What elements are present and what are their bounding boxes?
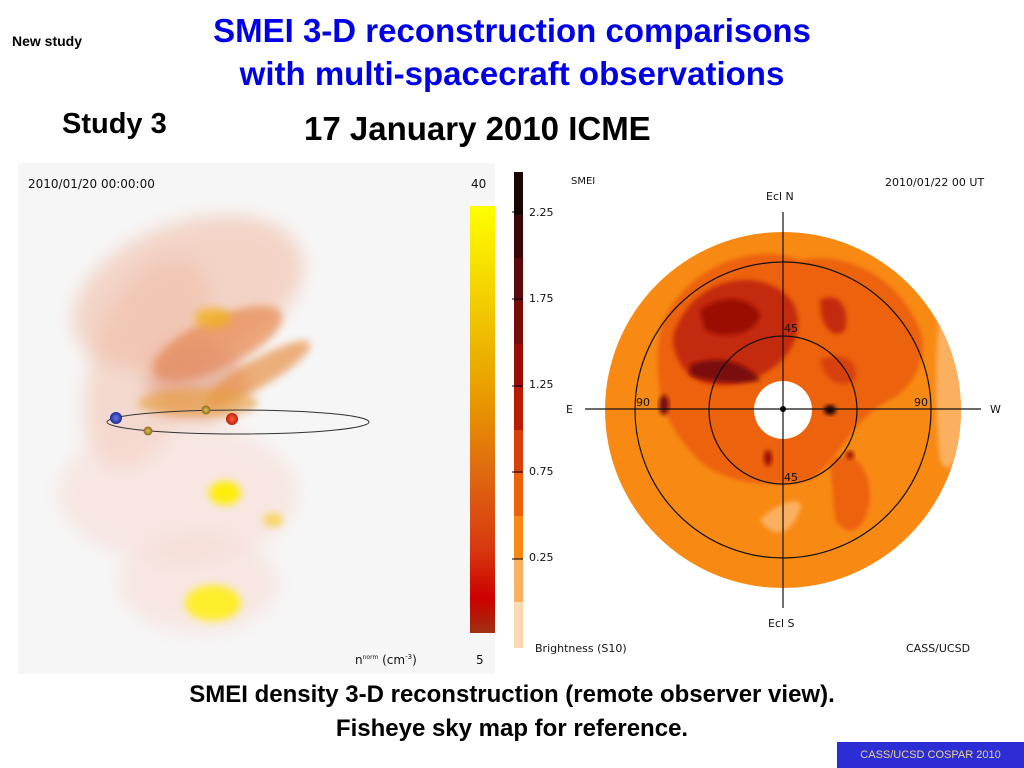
density-cloud: [58, 215, 311, 633]
east-label: E: [566, 403, 573, 416]
orbit-ellipse: [106, 409, 370, 435]
earth-marker: [110, 412, 122, 424]
footer-badge: CASS/UCSD COSPAR 2010: [837, 742, 1024, 768]
ring-label-90-right: 90: [914, 396, 928, 409]
density-unit-exponent: -3: [405, 653, 413, 661]
density-unit-close: ): [412, 653, 417, 667]
sun-center-dot: [780, 406, 786, 412]
colorbar-unit-label: nnorm (cm-3): [355, 653, 417, 667]
ecliptic-north-label: Ecl N: [766, 190, 794, 203]
tick-2-25: 2.25: [529, 206, 554, 219]
tick-1-25: 1.25: [529, 378, 554, 391]
ring-label-45-bottom: 45: [784, 471, 798, 484]
reconstruction-image: 2010/01/20 00:00:00 40 5 nnorm (cm-3): [18, 163, 495, 674]
skymap-canvas: [512, 172, 981, 648]
fisheye-skymap: 2.25 1.75 1.25 0.75 0.25 SMEI 2010/01/22…: [510, 160, 1020, 670]
brightness-colorbar: [512, 172, 523, 648]
density-unit: (cm: [382, 653, 406, 667]
density-colorbar: [470, 206, 495, 633]
planet-marker: [201, 405, 211, 415]
density-symbol: n: [355, 653, 363, 667]
tick-0-75: 0.75: [529, 465, 554, 478]
reconstruction-timestamp: 2010/01/20 00:00:00: [28, 177, 155, 191]
skymap-timestamp: 2010/01/22 00 UT: [885, 176, 985, 189]
ring-label-45-top: 45: [784, 322, 798, 335]
reconstruction-canvas: [58, 206, 495, 633]
colorbar-max-label: 40: [471, 177, 487, 191]
study-label: Study 3: [62, 108, 167, 140]
ring-label-90-left: 90: [636, 396, 650, 409]
event-label: 17 January 2010 ICME: [304, 110, 651, 147]
density-superscript: norm: [362, 654, 379, 661]
brightness-label: Brightness (S10): [535, 642, 627, 655]
ecliptic-south-label: Ecl S: [768, 617, 795, 630]
colorbar-min-label: 5: [476, 653, 484, 667]
west-label: W: [990, 403, 1001, 416]
slide-title-line1: SMEI 3-D reconstruction comparisons: [213, 12, 811, 49]
tick-0-25: 0.25: [529, 551, 554, 564]
stereo-a-marker: [226, 413, 238, 425]
caption-line1: SMEI density 3-D reconstruction (remote …: [189, 681, 835, 708]
slide-title-line2: with multi-spacecraft observations: [239, 55, 785, 92]
new-study-label: New study: [12, 33, 83, 49]
instrument-label: SMEI: [571, 176, 596, 187]
tick-1-75: 1.75: [529, 292, 554, 305]
skymap-credit: CASS/UCSD: [906, 642, 971, 655]
stereo-b-marker: [143, 426, 153, 436]
caption-line2: Fisheye sky map for reference.: [335, 715, 689, 742]
